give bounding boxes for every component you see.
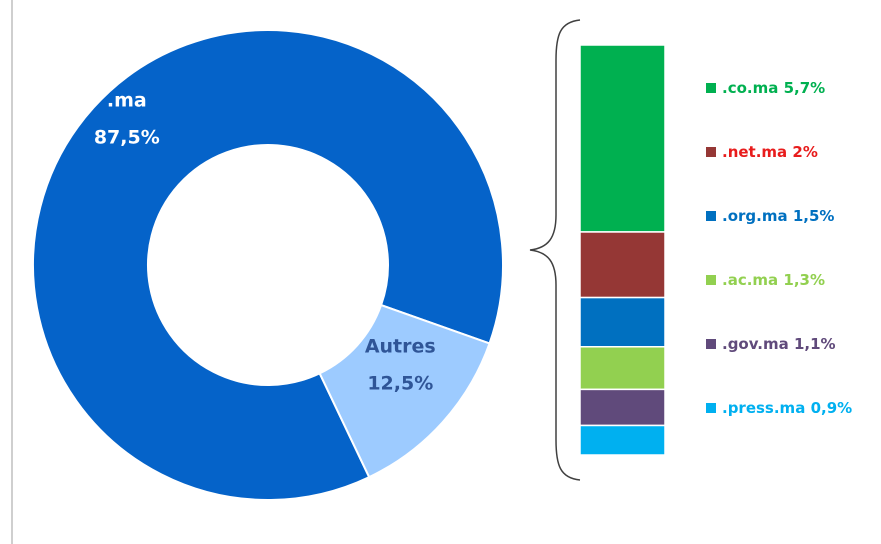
- legend-name: .press.ma: [722, 399, 805, 417]
- legend-label: .org.ma 1,5%: [722, 207, 834, 225]
- legend-swatch: [706, 147, 716, 157]
- legend-label: .ac.ma 1,3%: [722, 271, 825, 289]
- bar-segment: [579, 44, 666, 233]
- slice-value-label: 12,5%: [367, 373, 433, 395]
- legend-label: .gov.ma 1,1%: [722, 335, 836, 353]
- legend-value: 1,3%: [783, 271, 825, 289]
- legend-value: 0,9%: [811, 399, 853, 417]
- bar-segment: [579, 388, 666, 427]
- bar-segment: [579, 296, 666, 348]
- bar-segment: [579, 424, 666, 456]
- legend-name: .net.ma: [722, 143, 787, 161]
- legend-name: .ac.ma: [722, 271, 778, 289]
- donut-slice: [318, 303, 491, 479]
- slice-label: Autres: [365, 336, 436, 358]
- legend-name: .gov.ma: [722, 335, 789, 353]
- brace: [529, 19, 581, 481]
- legend-swatch: [706, 339, 716, 349]
- legend-value: 5,7%: [784, 79, 826, 97]
- legend-swatch: [706, 403, 716, 413]
- donut-slice: [32, 29, 504, 501]
- legend-label: .co.ma 5,7%: [722, 79, 825, 97]
- bar-segment: [579, 231, 666, 299]
- legend-label: .net.ma 2%: [722, 143, 818, 161]
- legend-name: .co.ma: [722, 79, 778, 97]
- legend-value: 1,5%: [793, 207, 835, 225]
- slice-value-label: 87,5%: [94, 126, 160, 148]
- slice-label: .ma: [107, 89, 147, 111]
- legend-swatch: [706, 211, 716, 221]
- legend-value: 2%: [792, 143, 817, 161]
- bar-segment: [579, 346, 666, 391]
- legend-swatch: [706, 83, 716, 93]
- legend-name: .org.ma: [722, 207, 788, 225]
- legend-swatch: [706, 275, 716, 285]
- legend-value: 1,1%: [794, 335, 836, 353]
- legend-label: .press.ma 0,9%: [722, 399, 852, 417]
